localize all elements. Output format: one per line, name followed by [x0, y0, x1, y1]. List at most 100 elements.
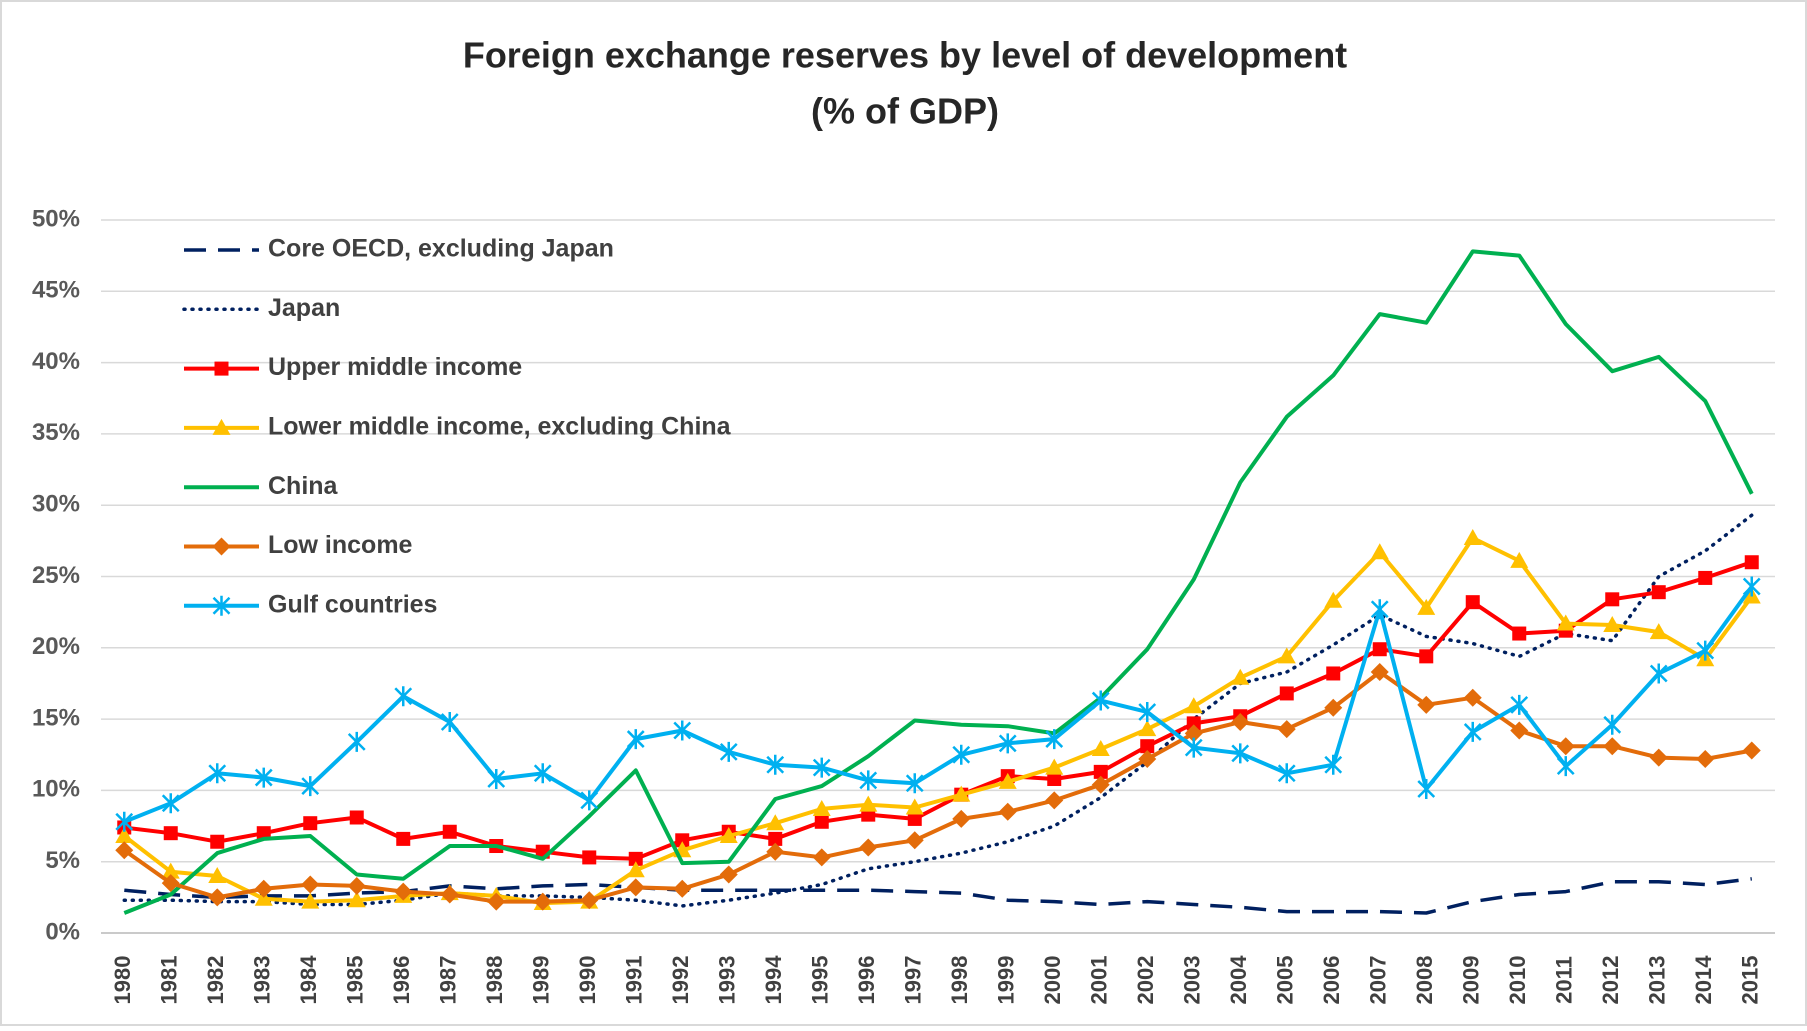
marker [1465, 595, 1480, 610]
x-tick-label: 1997 [901, 956, 926, 1005]
series [115, 663, 1761, 911]
marker [1696, 640, 1715, 661]
x-tick-label: 2009 [1459, 956, 1484, 1005]
x-tick-label: 1981 [157, 956, 182, 1005]
marker [161, 862, 180, 879]
marker [115, 841, 134, 860]
series-line [124, 560, 1753, 861]
marker [347, 731, 366, 752]
marker [1045, 758, 1064, 775]
chart-subtitle: (% of GDP) [811, 91, 999, 132]
marker [1370, 599, 1389, 620]
marker [1419, 649, 1434, 664]
marker [582, 850, 597, 865]
marker [1510, 721, 1529, 740]
marker [1605, 592, 1620, 607]
series [124, 877, 1753, 915]
marker [1091, 775, 1110, 794]
marker [580, 891, 599, 910]
marker [812, 799, 831, 816]
marker [1093, 764, 1108, 779]
marker [1417, 778, 1436, 799]
marker [1140, 739, 1155, 754]
x-tick-label: 1993 [715, 956, 740, 1005]
legend-label: Low income [268, 531, 413, 559]
marker [1186, 716, 1201, 731]
marker [533, 892, 552, 911]
marker [812, 757, 831, 778]
marker [487, 768, 506, 789]
marker [1742, 576, 1761, 597]
marker [208, 888, 227, 907]
x-tick-label: 1980 [110, 956, 135, 1005]
y-tick-label: 15% [32, 704, 80, 731]
marker [1138, 701, 1157, 722]
chart-title: Foreign exchange reserves by level of de… [463, 35, 1347, 76]
marker [1279, 686, 1294, 701]
y-tick-label: 20% [32, 633, 80, 660]
y-tick-label: 0% [45, 918, 80, 945]
marker [1277, 763, 1296, 784]
x-tick-label: 1982 [203, 956, 228, 1005]
x-tick-label: 1992 [668, 956, 693, 1005]
marker [487, 892, 506, 911]
marker [1045, 729, 1064, 750]
x-tick-label: 1995 [808, 956, 833, 1005]
marker [907, 811, 922, 826]
marker [1649, 663, 1668, 684]
marker [766, 754, 785, 775]
marker [256, 826, 271, 841]
marker [1370, 543, 1389, 560]
y-tick-label: 30% [32, 491, 80, 518]
marker [998, 733, 1017, 754]
x-tick-label: 2011 [1552, 956, 1577, 1004]
marker [1231, 743, 1250, 764]
marker [347, 876, 366, 895]
marker [396, 831, 411, 846]
marker [1277, 720, 1296, 739]
marker [626, 861, 645, 878]
marker [1324, 591, 1343, 608]
x-tick-label: 1989 [529, 956, 554, 1005]
marker [301, 776, 320, 797]
series [115, 576, 1761, 832]
marker [163, 826, 178, 841]
marker [1277, 647, 1296, 664]
marker [1231, 668, 1250, 685]
x-tick-label: 2001 [1087, 956, 1112, 1005]
marker [1698, 570, 1713, 585]
marker [440, 711, 459, 732]
marker [208, 866, 227, 883]
marker [212, 537, 231, 556]
marker [1742, 741, 1761, 760]
marker [1047, 771, 1062, 786]
x-tick-label: 1983 [250, 956, 275, 1005]
marker [628, 851, 643, 866]
series-line [123, 249, 1754, 915]
marker [161, 874, 180, 893]
legend-label: Core OECD, excluding Japan [268, 235, 614, 263]
legend-label: Upper middle income [268, 353, 522, 381]
y-tick-label: 40% [32, 348, 80, 375]
marker [952, 744, 971, 765]
marker [952, 809, 971, 828]
marker [394, 882, 413, 901]
marker [859, 770, 878, 791]
legend-label: Lower middle income, excluding China [268, 413, 732, 441]
x-tick-label: 1996 [854, 956, 879, 1005]
marker [1417, 695, 1436, 714]
marker [859, 838, 878, 857]
marker [814, 814, 829, 829]
marker [301, 892, 320, 909]
y-tick-label: 45% [32, 277, 80, 304]
marker [626, 729, 645, 750]
marker [1091, 690, 1110, 711]
marker [768, 831, 783, 846]
marker [1372, 642, 1387, 657]
marker [1045, 791, 1064, 810]
marker [1324, 754, 1343, 775]
x-tick-label: 1991 [622, 956, 647, 1005]
x-tick-label: 2010 [1505, 956, 1530, 1005]
marker [766, 842, 785, 861]
marker [1649, 623, 1668, 640]
